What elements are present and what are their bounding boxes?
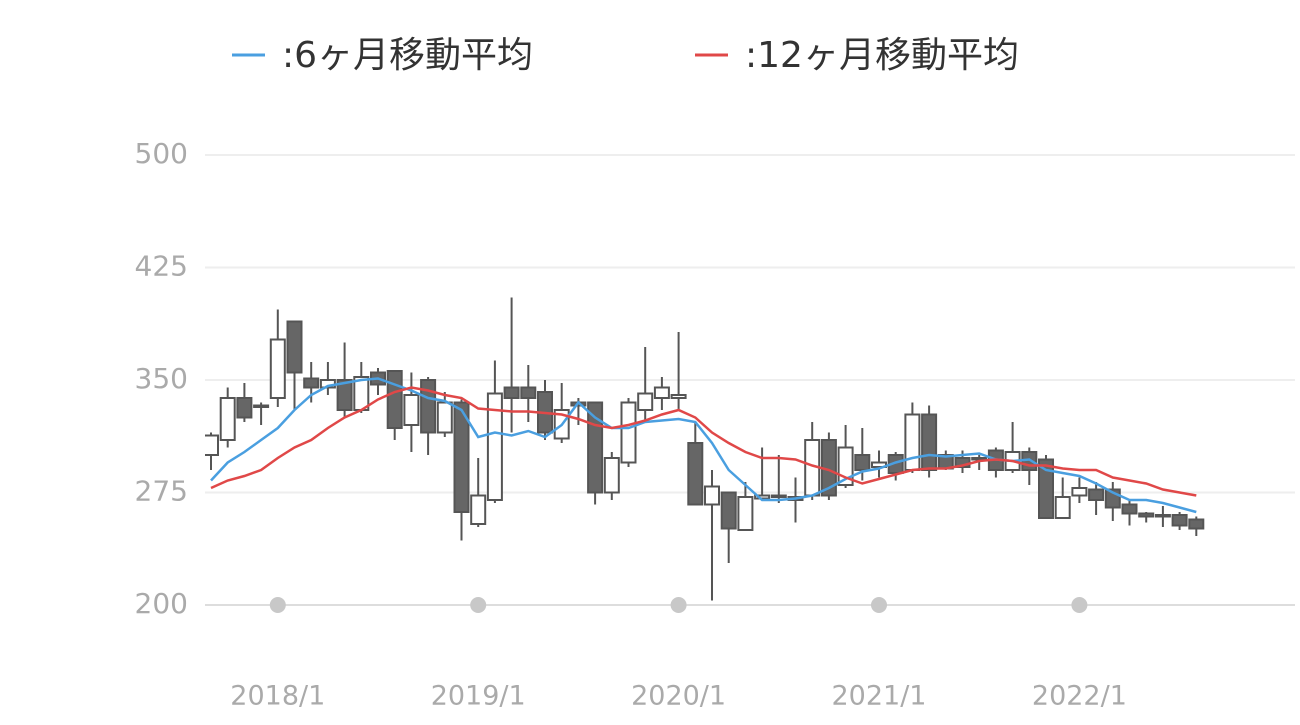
candle-body xyxy=(1054,496,1071,519)
candle-body xyxy=(1138,512,1155,518)
moving-average-line xyxy=(210,377,1197,514)
candle-body xyxy=(1088,488,1105,501)
candle-body xyxy=(1038,458,1054,519)
candle-body xyxy=(486,392,503,501)
legend-label: :6ヶ月移動平均 xyxy=(282,35,533,76)
x-tick-label: 2022/1 xyxy=(1032,681,1127,712)
candle-body xyxy=(1154,514,1171,518)
candle-body xyxy=(1188,518,1205,530)
candle-body xyxy=(269,338,286,399)
candle-body xyxy=(603,457,620,494)
candle-body xyxy=(286,320,303,374)
candle-body xyxy=(303,377,320,389)
candle-body xyxy=(219,397,236,441)
plot-area xyxy=(205,297,1205,601)
y-tick-label: 425 xyxy=(135,250,188,283)
candle-body xyxy=(520,386,537,399)
candle-body xyxy=(687,442,704,506)
moving-average-line xyxy=(210,386,1197,497)
candle-body xyxy=(670,394,687,399)
y-tick-label: 350 xyxy=(135,362,188,395)
candle-body xyxy=(470,494,487,525)
x-tick-label: 2020/1 xyxy=(631,681,726,712)
legend: :6ヶ月移動平均 :12ヶ月移動平均 xyxy=(232,35,1019,76)
candle-body xyxy=(253,404,270,408)
candle-body xyxy=(420,379,437,434)
candle-body xyxy=(637,392,654,411)
candle-body xyxy=(921,413,938,471)
candle-body xyxy=(720,491,737,530)
candle-body xyxy=(653,386,670,399)
x-tick-label: 2021/1 xyxy=(832,681,927,712)
candle-body xyxy=(453,401,470,513)
candle-body xyxy=(854,454,871,471)
y-tick-label: 275 xyxy=(135,475,188,508)
candle-body xyxy=(770,494,787,498)
x-tick-dot xyxy=(1071,597,1088,613)
candle-body xyxy=(704,485,720,506)
x-tick-dot xyxy=(470,597,487,613)
x-tick-label: 2019/1 xyxy=(431,681,526,712)
candle-body xyxy=(503,386,520,399)
candle-body xyxy=(737,496,754,531)
x-tick-dot xyxy=(269,597,286,613)
candle-body xyxy=(236,397,253,419)
candle-body xyxy=(620,401,637,464)
x-tick-label: 2018/1 xyxy=(230,681,325,712)
y-tick-label: 200 xyxy=(135,587,188,620)
candle-body xyxy=(904,413,921,471)
x-tick-dot xyxy=(670,597,687,613)
y-tick-label: 500 xyxy=(135,137,188,170)
candle-body xyxy=(1121,503,1138,515)
legend-label: :12ヶ月移動平均 xyxy=(745,35,1019,76)
grid: 200 275 350 425 500 2018/1 2019/1 2020/1 2021/1 2… xyxy=(135,137,1295,712)
candle-body xyxy=(436,401,453,434)
candle-body xyxy=(205,434,219,456)
candle-body xyxy=(403,394,420,426)
candle-body xyxy=(1071,487,1088,497)
candle-body xyxy=(1171,514,1188,527)
candle-body xyxy=(336,379,353,411)
candle-body xyxy=(386,370,403,429)
x-tick-dot xyxy=(871,597,887,613)
candle-body xyxy=(971,457,988,461)
